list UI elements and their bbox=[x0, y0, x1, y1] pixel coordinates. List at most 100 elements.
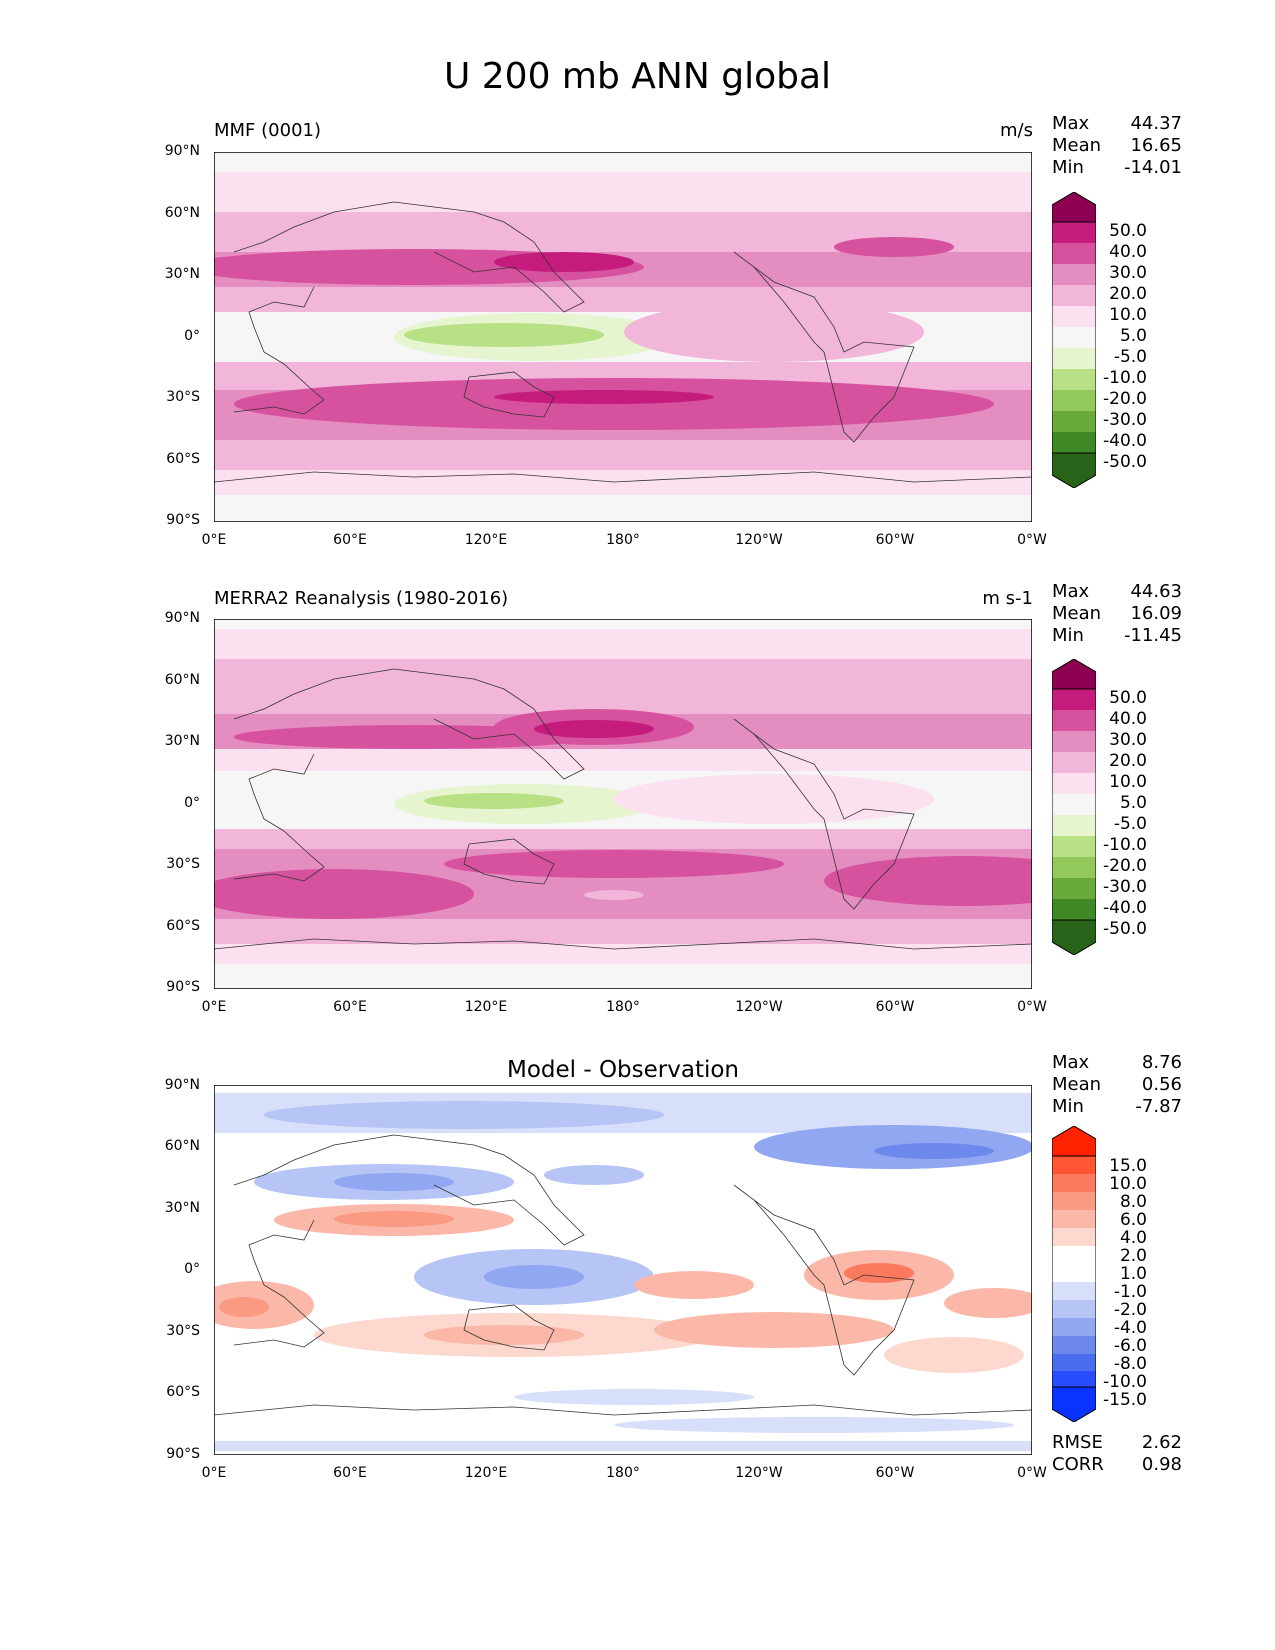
lon-tick: 0°W bbox=[1017, 532, 1047, 548]
lat-tick: 90°N bbox=[164, 1077, 200, 1093]
lon-tick: 60°E bbox=[333, 1465, 367, 1481]
lat-tick: 30°S bbox=[166, 389, 200, 405]
colorbar-label: -5.0 bbox=[1113, 347, 1147, 367]
colorbar-label: -10.0 bbox=[1103, 835, 1147, 855]
colorbar-label: -50.0 bbox=[1103, 919, 1147, 939]
lon-tick: 120°W bbox=[735, 532, 783, 548]
lon-tick: 180° bbox=[606, 999, 640, 1015]
panel-reanalysis-label: MERRA2 Reanalysis (1980-2016) bbox=[214, 588, 509, 609]
lon-tick: 120°W bbox=[735, 999, 783, 1015]
colorbar-label: -20.0 bbox=[1103, 389, 1147, 409]
lon-tick: 0°E bbox=[201, 1465, 227, 1481]
colorbar-label: 1.0 bbox=[1119, 1264, 1147, 1284]
lon-tick: 120°W bbox=[735, 1465, 783, 1481]
lat-tick: 90°S bbox=[166, 979, 200, 995]
stat-max-label: Max bbox=[1052, 1052, 1090, 1073]
colorbar-label: 40.0 bbox=[1109, 242, 1147, 262]
stat-max-label: Max bbox=[1052, 113, 1090, 134]
lat-tick: 30°S bbox=[166, 1323, 200, 1339]
colorbar-label: 2.0 bbox=[1119, 1246, 1147, 1266]
stat-mean-label: Mean bbox=[1052, 135, 1102, 156]
lon-tick: 120°E bbox=[464, 532, 508, 548]
figure-title: U 200 mb ANN global bbox=[443, 56, 832, 97]
lat-tick: 90°N bbox=[164, 610, 200, 626]
colorbar-label: 15.0 bbox=[1109, 1156, 1147, 1176]
colorbar-label: 5.0 bbox=[1119, 793, 1147, 813]
colorbar-label: -6.0 bbox=[1113, 1336, 1147, 1356]
panel-reanalysis-stats: Max 44.63 Mean 16.09 Min -11.45 bbox=[1052, 581, 1182, 647]
lat-tick: 60°N bbox=[164, 672, 200, 688]
lon-tick: 120°E bbox=[464, 999, 508, 1015]
lon-tick: 60°W bbox=[875, 999, 915, 1015]
lon-tick: 60°W bbox=[875, 1465, 915, 1481]
lon-tick: 60°E bbox=[333, 532, 367, 548]
colorbar-label: -15.0 bbox=[1103, 1390, 1147, 1410]
lat-tick: 0° bbox=[184, 1261, 200, 1277]
colorbar-label: 20.0 bbox=[1109, 284, 1147, 304]
metric-rmse-value: 2.62 bbox=[1141, 1432, 1182, 1453]
stat-mean-value: 16.09 bbox=[1130, 603, 1182, 624]
colorbar-label: 50.0 bbox=[1109, 221, 1147, 241]
lat-tick: 60°S bbox=[166, 451, 200, 467]
colorbar-label: 10.0 bbox=[1109, 1174, 1147, 1194]
lat-tick: 0° bbox=[184, 328, 200, 344]
colorbar-label: -30.0 bbox=[1103, 877, 1147, 897]
colorbar-reanalysis bbox=[1052, 659, 1096, 955]
stat-mean-label: Mean bbox=[1052, 603, 1102, 624]
stat-max-value: 44.63 bbox=[1130, 581, 1182, 602]
lon-tick: 60°E bbox=[333, 999, 367, 1015]
panel-reanalysis: MERRA2 Reanalysis (1980-2016) m s-1 Max 4… bbox=[164, 581, 1182, 1015]
colorbar-label: -10.0 bbox=[1103, 1372, 1147, 1392]
metric-corr-label: CORR bbox=[1052, 1454, 1104, 1475]
colorbar-label: 4.0 bbox=[1119, 1228, 1147, 1248]
colorbar-label: -1.0 bbox=[1113, 1282, 1147, 1302]
colorbar-label: 50.0 bbox=[1109, 688, 1147, 708]
stat-mean-value: 16.65 bbox=[1130, 135, 1182, 156]
colorbar-label: -40.0 bbox=[1103, 898, 1147, 918]
stat-max-label: Max bbox=[1052, 581, 1090, 602]
panel-model-label: MMF (0001) bbox=[214, 120, 321, 141]
colorbar-label: 30.0 bbox=[1109, 263, 1147, 283]
lat-tick: 60°N bbox=[164, 1138, 200, 1154]
metric-corr-value: 0.98 bbox=[1141, 1454, 1182, 1475]
stat-min-value: -11.45 bbox=[1123, 625, 1182, 646]
lat-tick: 30°N bbox=[164, 733, 200, 749]
lat-tick: 60°S bbox=[166, 918, 200, 934]
colorbar-label: 6.0 bbox=[1119, 1210, 1147, 1230]
lat-tick: 30°N bbox=[164, 266, 200, 282]
stat-min-label: Min bbox=[1052, 1096, 1084, 1117]
lon-tick: 0°E bbox=[201, 532, 227, 548]
colorbar-label: 5.0 bbox=[1119, 326, 1147, 346]
panel-difference-title: Model - Observation bbox=[506, 1057, 740, 1083]
colorbar-label: 10.0 bbox=[1109, 305, 1147, 325]
panel-model: MMF (0001) m/s Max 44.37 Mean 16.65 Min -14… bbox=[0, 0, 1275, 548]
map-model bbox=[214, 152, 1032, 522]
lat-tick: 90°S bbox=[166, 1446, 200, 1462]
lat-tick: 90°S bbox=[166, 512, 200, 528]
colorbar-label: 8.0 bbox=[1119, 1192, 1147, 1212]
colorbar-label: -4.0 bbox=[1113, 1318, 1147, 1338]
lon-tick: 120°E bbox=[464, 1465, 508, 1481]
lat-tick: 30°N bbox=[164, 1200, 200, 1216]
colorbar-label: -40.0 bbox=[1103, 431, 1147, 451]
colorbar-label: -2.0 bbox=[1113, 1300, 1147, 1320]
lon-tick: 0°W bbox=[1017, 999, 1047, 1015]
lat-tick: 0° bbox=[184, 795, 200, 811]
colorbar-label: 40.0 bbox=[1109, 709, 1147, 729]
panel-model-units: m/s bbox=[1000, 120, 1033, 141]
colorbar-label: 30.0 bbox=[1109, 730, 1147, 750]
stat-min-value: -7.87 bbox=[1135, 1096, 1182, 1117]
lat-tick: 90°N bbox=[164, 143, 200, 159]
stat-mean-value: 0.56 bbox=[1141, 1074, 1182, 1095]
lon-tick: 180° bbox=[606, 1465, 640, 1481]
map-difference bbox=[214, 1085, 1032, 1455]
lon-tick: 60°W bbox=[875, 532, 915, 548]
panel-reanalysis-units: m s-1 bbox=[982, 588, 1033, 609]
colorbar-label: -10.0 bbox=[1103, 368, 1147, 388]
panel-model-stats: Max 44.37 Mean 16.65 Min -14.01 bbox=[1052, 113, 1182, 179]
lon-tick: 0°W bbox=[1017, 1465, 1047, 1481]
colorbar-label: -30.0 bbox=[1103, 410, 1147, 430]
colorbar-label: 20.0 bbox=[1109, 751, 1147, 771]
panel-difference-stats: Max 8.76 Mean 0.56 Min -7.87 bbox=[1052, 1052, 1182, 1118]
stat-min-value: -14.01 bbox=[1123, 157, 1182, 178]
